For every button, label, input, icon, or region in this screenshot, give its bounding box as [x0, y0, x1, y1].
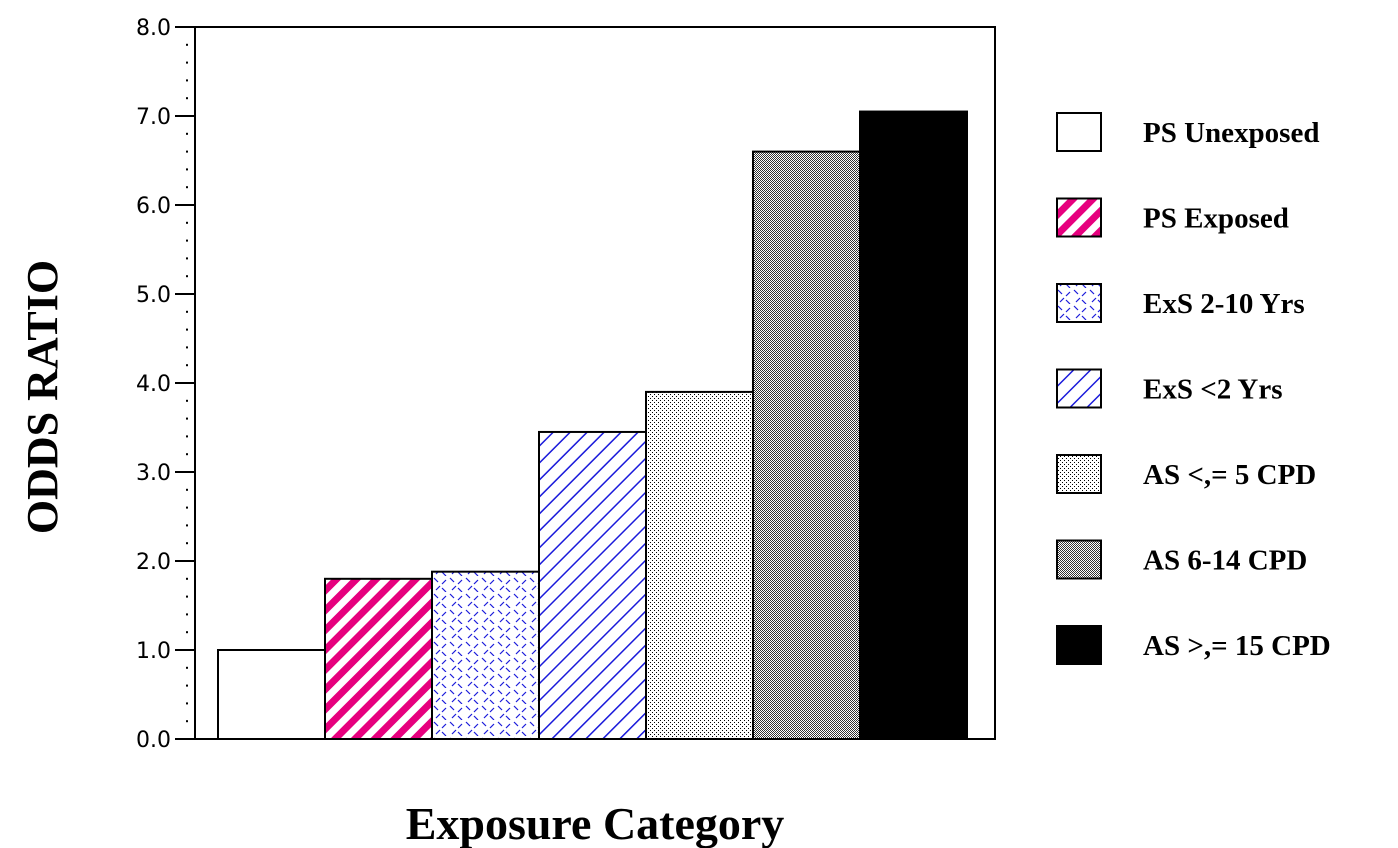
y-minor-tick — [186, 186, 188, 189]
bar-7 — [859, 110, 968, 741]
y-minor-tick — [186, 684, 188, 687]
legend-swatch-6 — [1056, 539, 1102, 580]
y-minor-tick — [186, 435, 188, 438]
legend-swatch-2 — [1056, 197, 1102, 238]
y-minor-tick — [186, 43, 188, 46]
y-minor-tick — [186, 399, 188, 402]
bar-3 — [431, 570, 540, 740]
legend-label-1: PS Unexposed — [1143, 117, 1319, 149]
bar-4 — [538, 430, 647, 740]
y-minor-tick — [186, 506, 188, 509]
y-minor-tick — [186, 560, 188, 562]
legend-swatch-5 — [1056, 454, 1102, 494]
y-minor-tick — [186, 168, 188, 171]
bar-1 — [217, 649, 326, 740]
legend-label-3: ExS 2-10 Yrs — [1143, 288, 1305, 320]
y-minor-tick — [186, 132, 188, 135]
legend-label-5: AS <,= 5 CPD — [1143, 459, 1316, 491]
y-tick-label: 0.0 — [136, 728, 171, 753]
y-minor-tick — [186, 150, 188, 153]
y-minor-tick — [186, 488, 188, 491]
legend-swatch-4 — [1056, 368, 1102, 409]
bar-2 — [324, 577, 433, 740]
y-minor-tick — [186, 26, 188, 28]
bar-6 — [752, 150, 861, 741]
legend-swatch-7 — [1056, 625, 1102, 665]
legend-label-4: ExS <2 Yrs — [1143, 374, 1283, 406]
y-minor-tick — [186, 61, 188, 64]
y-minor-tick — [186, 453, 188, 456]
y-minor-tick — [186, 666, 188, 669]
y-tick-label: 8.0 — [136, 16, 171, 41]
y-minor-tick — [186, 702, 188, 705]
y-tick-label: 5.0 — [136, 283, 171, 308]
y-tick-label: 2.0 — [136, 550, 171, 575]
y-minor-tick — [186, 738, 188, 740]
legend-swatch-1 — [1056, 112, 1102, 152]
y-minor-tick — [186, 239, 188, 242]
y-tick-label: 4.0 — [136, 372, 171, 397]
y-minor-tick — [186, 364, 188, 367]
y-minor-tick — [186, 275, 188, 278]
y-axis-title: ODDS RATIO — [18, 260, 67, 534]
y-minor-tick — [186, 79, 188, 82]
y-minor-tick — [186, 720, 188, 723]
y-minor-tick — [186, 382, 188, 384]
y-minor-tick — [186, 649, 188, 651]
y-minor-tick — [186, 97, 188, 100]
y-minor-tick — [186, 310, 188, 313]
bar-5 — [645, 390, 754, 740]
y-tick-label: 6.0 — [136, 194, 171, 219]
y-minor-tick — [186, 115, 188, 117]
y-minor-tick — [186, 328, 188, 331]
y-tick-label: 1.0 — [136, 639, 171, 664]
y-minor-tick — [186, 257, 188, 260]
y-minor-tick — [186, 221, 188, 224]
y-tick-label: 7.0 — [136, 105, 171, 130]
y-minor-tick — [186, 631, 188, 634]
y-minor-tick — [186, 471, 188, 473]
y-minor-tick — [186, 204, 188, 206]
y-minor-tick — [186, 542, 188, 545]
legend-swatch-3 — [1056, 283, 1102, 323]
x-axis-title: Exposure Category — [406, 798, 785, 848]
y-minor-tick — [186, 595, 188, 598]
y-minor-tick — [186, 524, 188, 527]
y-minor-tick — [186, 293, 188, 295]
y-minor-tick — [186, 613, 188, 616]
y-tick-label: 3.0 — [136, 461, 171, 486]
y-minor-tick — [186, 577, 188, 580]
legend-label-7: AS >,= 15 CPD — [1143, 630, 1331, 662]
legend-label-2: PS Exposed — [1143, 203, 1289, 235]
y-minor-tick — [186, 346, 188, 349]
legend-label-6: AS 6-14 CPD — [1143, 545, 1307, 577]
y-minor-tick — [186, 417, 188, 420]
